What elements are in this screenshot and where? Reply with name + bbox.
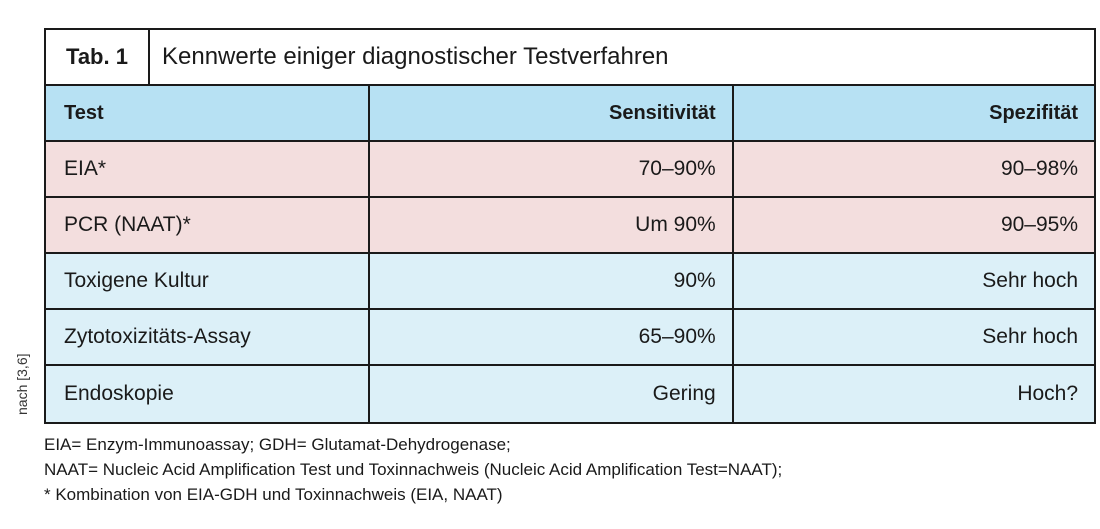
- column-header-sensitivity: Sensitivität: [370, 86, 734, 140]
- table-row: PCR (NAAT)* Um 90% 90–95%: [46, 198, 1097, 254]
- data-table: Tab. 1 Kennwerte einiger diagnostischer …: [44, 28, 1097, 424]
- cell-specificity: Sehr hoch: [734, 310, 1097, 364]
- footnotes: EIA= Enzym-Immunoassay; GDH= Glutamat-De…: [44, 432, 782, 507]
- table-label: Tab. 1: [46, 30, 150, 84]
- footnote-abbreviations: EIA= Enzym-Immunoassay; GDH= Glutamat-De…: [44, 435, 511, 454]
- cell-sensitivity: Gering: [370, 366, 734, 422]
- column-header-test: Test: [46, 86, 371, 140]
- table-title: Kennwerte einiger diagnostischer Testver…: [162, 43, 669, 70]
- table-row: EIA* 70–90% 90–98%: [46, 142, 1097, 198]
- cell-sensitivity: 65–90%: [370, 310, 734, 364]
- footnote-naat: NAAT= Nucleic Acid Amplification Test un…: [44, 460, 783, 479]
- cell-specificity: Sehr hoch: [734, 254, 1097, 308]
- table-title-row: Tab. 1 Kennwerte einiger diagnostischer …: [46, 30, 1096, 86]
- cell-test: Toxigene Kultur: [46, 254, 371, 308]
- source-note: nach [3,6]: [14, 353, 30, 416]
- table-header-row: Test Sensitivität Spezifität: [46, 86, 1097, 142]
- cell-sensitivity: Um 90%: [370, 198, 734, 252]
- table-row: Endoskopie Gering Hoch?: [46, 366, 1097, 424]
- cell-specificity: 90–98%: [734, 142, 1097, 196]
- cell-test: PCR (NAAT)*: [46, 198, 371, 252]
- cell-test: Endoskopie: [46, 366, 371, 422]
- footnote-combination: * Kombination von EIA-GDH und Toxinnachw…: [44, 485, 503, 504]
- cell-sensitivity: 70–90%: [370, 142, 734, 196]
- cell-specificity: Hoch?: [734, 366, 1097, 422]
- cell-test: EIA*: [46, 142, 371, 196]
- cell-test: Zytotoxizitäts-Assay: [46, 310, 371, 364]
- table-row: Zytotoxizitäts-Assay 65–90% Sehr hoch: [46, 310, 1097, 366]
- cell-specificity: 90–95%: [734, 198, 1097, 252]
- cell-sensitivity: 90%: [370, 254, 734, 308]
- column-header-specificity: Spezifität: [734, 86, 1097, 140]
- table-row: Toxigene Kultur 90% Sehr hoch: [46, 254, 1097, 310]
